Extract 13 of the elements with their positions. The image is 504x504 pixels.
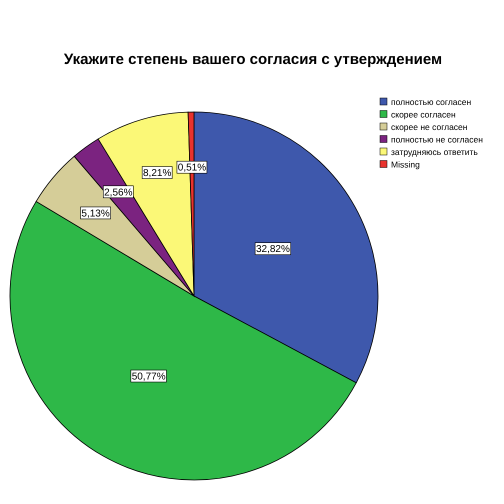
legend-label: Missing bbox=[391, 160, 420, 170]
legend-label: скорее согласен bbox=[391, 110, 456, 120]
chart-title: Укажите степень вашего согласия с утверждением bbox=[64, 51, 442, 68]
data-label: 32,82% bbox=[256, 244, 290, 256]
data-label: 2,56% bbox=[104, 187, 133, 198]
data-label: 50,77% bbox=[132, 372, 166, 383]
data-label: 0,51% bbox=[178, 162, 206, 174]
data-label: 5,13% bbox=[81, 208, 110, 220]
legend-label: скорее не согласен bbox=[391, 122, 468, 132]
legend-label: полностью не согласен bbox=[391, 134, 484, 144]
data-label: 8,21% bbox=[142, 168, 172, 180]
legend-label: полностью согласен bbox=[391, 97, 472, 107]
legend-label: затрудняюсь ответить bbox=[391, 147, 478, 157]
